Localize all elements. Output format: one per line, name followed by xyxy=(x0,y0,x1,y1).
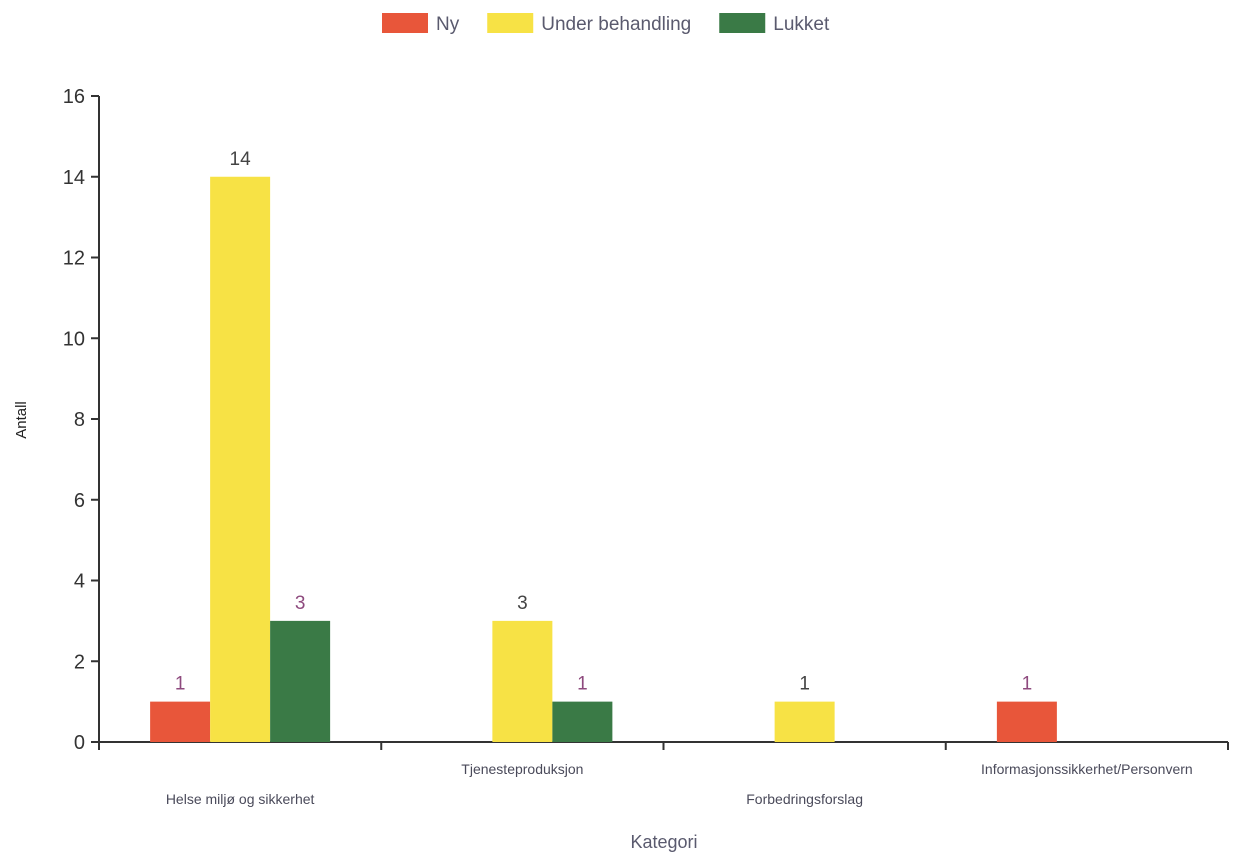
data-label: 14 xyxy=(230,149,252,170)
category-label: Helse miljø og sikkerhet xyxy=(166,791,315,807)
category-label: Forbedringsforslag xyxy=(746,791,863,807)
x-axis xyxy=(98,741,1229,750)
category-label: Informasjonssikkerhet/Personvern xyxy=(981,761,1193,777)
bar-ny xyxy=(150,701,211,742)
y-tick-label: 8 xyxy=(74,409,85,431)
data-label: 3 xyxy=(295,593,306,614)
bar-under-behandling xyxy=(492,620,553,742)
data-label: 1 xyxy=(175,674,186,695)
y-tick-label: 16 xyxy=(63,86,85,108)
bar-lukket xyxy=(270,620,331,742)
bar-under-behandling xyxy=(774,701,835,742)
legend-swatch xyxy=(719,13,766,33)
y-tick-label: 6 xyxy=(74,490,85,512)
y-tick-label: 10 xyxy=(63,328,85,350)
data-label: 3 xyxy=(517,593,528,614)
legend-swatch xyxy=(487,13,534,33)
data-labels: 1 14 3 3 1 1 1 xyxy=(175,149,1032,695)
category-labels: Helse miljø og sikkerhet Tjenesteproduksj… xyxy=(166,761,1193,807)
legend-label: Lukket xyxy=(773,14,830,35)
bar-lukket xyxy=(552,701,613,742)
bars xyxy=(150,176,1057,742)
y-tick-label: 0 xyxy=(74,732,85,754)
legend: Ny Under behandling Lukket xyxy=(382,13,830,35)
legend-label: Under behandling xyxy=(541,14,691,35)
y-axis: 0 2 4 6 8 10 12 14 16 xyxy=(63,86,100,754)
y-tick-label: 4 xyxy=(74,571,85,593)
data-label: 1 xyxy=(799,674,810,695)
y-tick-label: 14 xyxy=(63,167,85,189)
data-label: 1 xyxy=(577,674,588,695)
data-label: 1 xyxy=(1022,674,1033,695)
bar-under-behandling xyxy=(210,176,271,742)
y-tick-label: 12 xyxy=(63,248,85,270)
category-label: Tjenesteproduksjon xyxy=(461,761,583,777)
legend-label: Ny xyxy=(436,14,460,35)
x-axis-title: Kategori xyxy=(630,832,697,852)
legend-swatch xyxy=(382,13,428,33)
y-tick-label: 2 xyxy=(74,651,85,673)
y-axis-title: Antall xyxy=(13,401,30,439)
bar-ny xyxy=(996,701,1057,742)
